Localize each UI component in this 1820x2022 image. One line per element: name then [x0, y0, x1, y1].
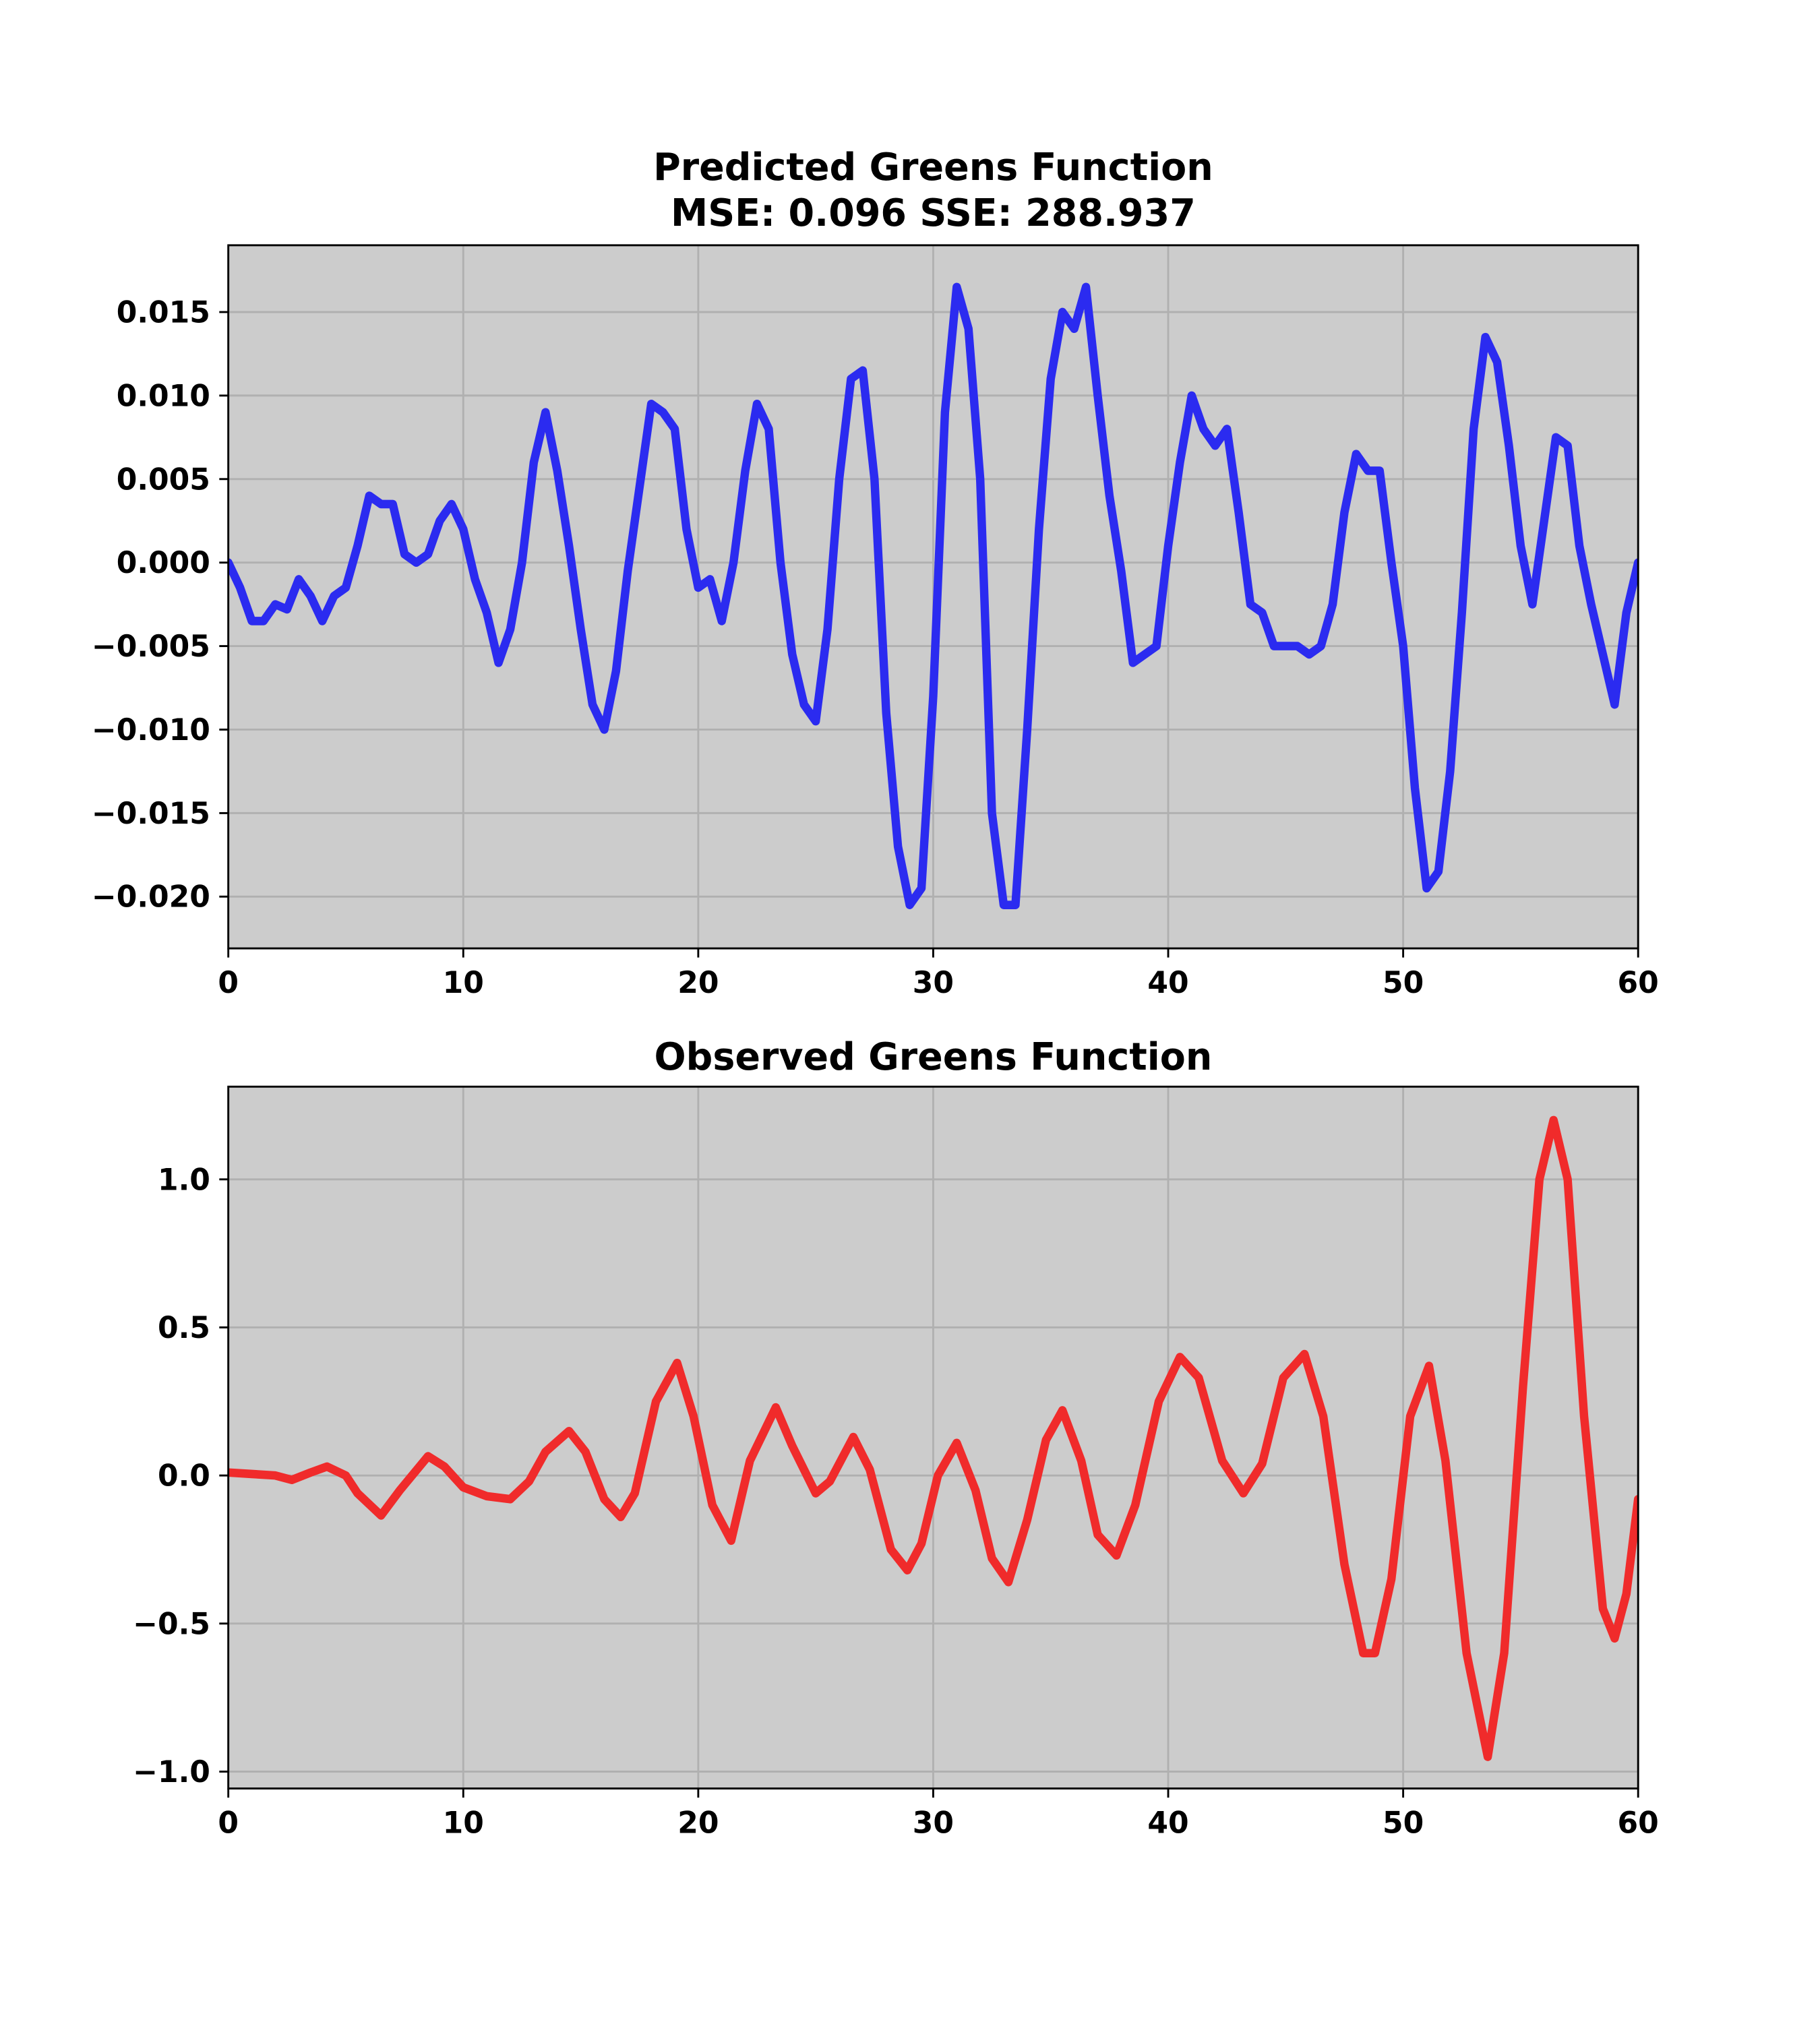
y-tick-label: −0.020	[92, 880, 210, 915]
x-tick-label: 30	[913, 966, 954, 1000]
y-tick-label: 0.000	[117, 546, 210, 580]
data-line	[228, 1115, 1639, 1761]
y-tick-label: −0.5	[133, 1607, 210, 1641]
x-tick-label: 60	[1618, 966, 1659, 1000]
plot-frame	[227, 1085, 1639, 1789]
y-tick-label: −0.005	[92, 630, 210, 664]
y-tick-label: −0.010	[92, 713, 210, 747]
x-tick-label: 20	[677, 966, 719, 1000]
x-tick-label: 40	[1147, 1806, 1188, 1840]
plot-frame	[227, 244, 1639, 950]
x-tick-label: 40	[1147, 966, 1188, 1000]
x-tick-label: 30	[913, 1806, 954, 1840]
x-tick-label: 60	[1618, 1806, 1659, 1840]
x-tick-label: 20	[677, 1806, 719, 1840]
data-line	[228, 282, 1639, 909]
y-tick-label: 0.010	[117, 379, 210, 413]
x-tick-label: 10	[443, 1806, 484, 1840]
y-tick-label: −1.0	[133, 1755, 210, 1789]
chart-title: Observed Greens Function	[655, 1035, 1213, 1079]
y-tick-label: 0.015	[117, 295, 210, 330]
y-tick-label: 0.0	[158, 1459, 210, 1493]
x-tick-label: 50	[1383, 966, 1424, 1000]
chart-subtitle: MSE: 0.096 SSE: 288.937	[671, 191, 1196, 235]
x-tick-label: 50	[1383, 1806, 1424, 1840]
x-tick-label: 0	[218, 966, 239, 1000]
x-tick-label: 0	[218, 1806, 239, 1840]
y-tick-label: −0.015	[92, 797, 210, 831]
y-tick-label: 0.5	[158, 1311, 210, 1345]
y-tick-label: 1.0	[158, 1163, 210, 1197]
y-tick-label: 0.005	[117, 462, 210, 497]
chart-title: Predicted Greens Function	[653, 146, 1213, 189]
x-tick-label: 10	[443, 966, 484, 1000]
